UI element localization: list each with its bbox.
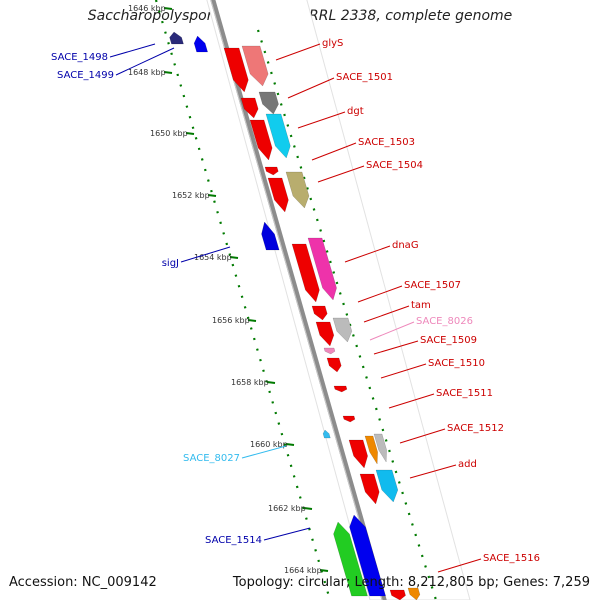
gene-label: tam: [411, 300, 431, 311]
gene-dgt-b[interactable]: [265, 113, 291, 159]
tick-label: 1662 kbp: [268, 504, 306, 513]
gene-sace-1512-a[interactable]: [348, 439, 368, 469]
gene-label: SACE_1514: [205, 535, 262, 546]
gene-tam-b[interactable]: [332, 317, 353, 343]
tick-label: 1650 kbp: [150, 129, 188, 138]
gene-sace-8027[interactable]: [322, 429, 331, 439]
gene-glys-b[interactable]: [241, 45, 269, 87]
gene-sace-1511[interactable]: [342, 415, 356, 423]
gene-label: SACE_1499: [57, 70, 114, 81]
gene-sace-1510[interactable]: [333, 385, 348, 393]
gene-label: SACE_1507: [404, 280, 461, 291]
gene-label: SACE_1512: [447, 423, 504, 434]
gene-label: dnaG: [392, 240, 419, 251]
gene-sace-1507[interactable]: [311, 305, 328, 321]
accession-text: Accession: NC_009142: [9, 575, 157, 590]
tick-label: 1660 kbp: [250, 440, 288, 449]
gene-sace-1501-b[interactable]: [258, 91, 279, 115]
gene-dgt-a[interactable]: [249, 119, 273, 161]
gene-label: sigJ: [162, 258, 179, 269]
topology-text: Topology: circular; Length: 8,212,805 bp…: [232, 575, 590, 590]
gene-label: SACE_1511: [436, 388, 493, 399]
gene-label: add: [458, 459, 477, 470]
gene-dnag-b[interactable]: [307, 237, 337, 301]
gene-sace-1516-a[interactable]: [389, 589, 406, 600]
gene-sace-1512-c[interactable]: [373, 433, 387, 463]
gene-add-a[interactable]: [359, 473, 380, 505]
gene-label: dgt: [347, 106, 364, 117]
gene-sace-1514[interactable]: [349, 514, 386, 597]
gene-label: SACE_8026: [416, 316, 473, 327]
gene-sigj[interactable]: [261, 221, 280, 251]
gene-sace-1499[interactable]: [193, 35, 209, 53]
gene-sace-1504-a[interactable]: [267, 177, 289, 213]
gene-sace-1512-b[interactable]: [364, 435, 378, 465]
gene-tam-a[interactable]: [315, 321, 335, 347]
gene-sace-1503[interactable]: [264, 166, 279, 176]
gene-sace-1516-b[interactable]: [407, 587, 421, 600]
gene-label: glyS: [322, 38, 343, 49]
gene-label: SACE_1498: [51, 52, 108, 63]
gene-label: SACE_1503: [358, 137, 415, 148]
gene-green[interactable]: [333, 521, 368, 597]
gene-label: SACE_1504: [366, 160, 423, 171]
tick-label: 1652 kbp: [172, 191, 210, 200]
gene-label: SACE_8027: [183, 453, 240, 464]
gene-label: SACE_1516: [483, 553, 540, 564]
gene-add-b[interactable]: [375, 469, 399, 503]
gene-sace-1509[interactable]: [326, 357, 342, 373]
tick-label: 1656 kbp: [212, 316, 250, 325]
tick-label: 1648 kbp: [128, 68, 166, 77]
tick-label: 1654 kbp: [194, 253, 232, 262]
gene-label: SACE_1510: [428, 358, 485, 369]
gene-sace-1498[interactable]: [169, 31, 184, 45]
gene-label: SACE_1509: [420, 335, 477, 346]
gene-label: SACE_1501: [336, 72, 393, 83]
tick-label: 1646 kbp: [128, 4, 166, 13]
tick-label: 1664 kbp: [284, 566, 322, 575]
gene-sace-1504-b[interactable]: [285, 171, 310, 209]
gene-sace-1501-a[interactable]: [240, 97, 259, 119]
tick-label: 1658 kbp: [231, 378, 269, 387]
gene-sace-8026[interactable]: [323, 347, 336, 355]
gene-glys-a[interactable]: [223, 47, 249, 93]
gene-dnag-a[interactable]: [291, 243, 320, 303]
